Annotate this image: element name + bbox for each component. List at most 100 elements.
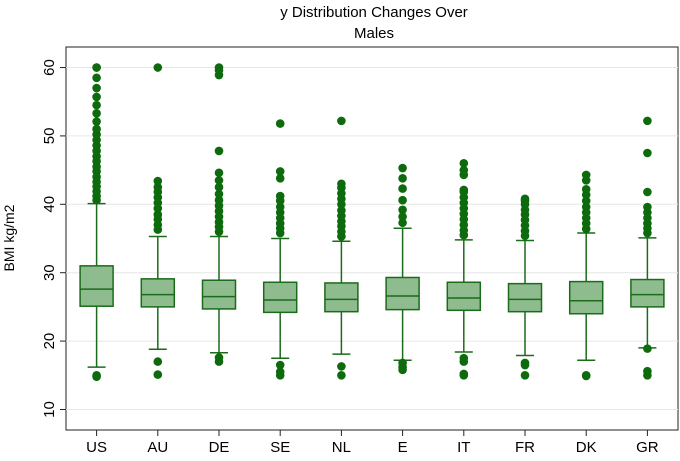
outlier-point-nl-13 — [337, 370, 346, 380]
plot-frame — [65, 46, 679, 431]
outlier-point-gr-8 — [643, 116, 652, 126]
outlier-point-gr-6 — [643, 187, 652, 197]
outlier-point-au-3 — [153, 210, 163, 219]
outlier-point-us-20 — [92, 73, 101, 83]
outlier-point-de-9 — [214, 176, 224, 185]
outlier-point-us-18 — [92, 92, 101, 102]
outlier-point-gr-11 — [643, 370, 652, 380]
outlier-point-se-10 — [275, 119, 285, 128]
outlier-point-e-5 — [398, 174, 407, 183]
box-group-gr — [630, 116, 665, 380]
ytick-label-30: 30 — [41, 264, 58, 281]
outlier-point-e-4 — [398, 184, 407, 193]
outlier-point-de-16 — [214, 357, 224, 366]
outlier-point-us-16 — [92, 109, 101, 118]
x-axis-ticks: US AU DE SE NL E IT FR DK GR — [86, 430, 659, 456]
chart-subtitle: Males — [354, 25, 394, 42]
ytick-label-50: 50 — [41, 128, 58, 145]
outlier-point-it-14 — [459, 357, 469, 366]
outlier-point-de-8 — [214, 182, 224, 192]
xtick-label-it: IT — [457, 439, 470, 456]
outlier-point-dk-4 — [581, 202, 591, 212]
box-group-fr — [507, 194, 543, 380]
box-iqr-nl — [324, 282, 359, 313]
outlier-point-fr-11 — [520, 370, 530, 380]
xtick-label-se: SE — [270, 439, 290, 456]
outlier-point-it-16 — [459, 370, 469, 380]
box-iqr-us — [79, 265, 114, 307]
y-axis-label: BMI kg/m2 — [1, 204, 17, 271]
outlier-point-fr-8 — [520, 194, 530, 204]
box-group-e — [385, 163, 420, 375]
outlier-point-de-14 — [214, 63, 224, 72]
outlier-point-gr-5 — [643, 202, 652, 212]
boxes — [79, 63, 665, 381]
ytick-label-10: 10 — [41, 401, 58, 418]
y-axis-ticks: 10 20 30 40 50 60 — [41, 59, 66, 418]
box-iqr-se — [262, 281, 298, 314]
xtick-label-gr: GR — [636, 439, 659, 456]
outlier-point-se-13 — [275, 370, 285, 380]
outlier-point-se-5 — [275, 202, 285, 212]
outlier-point-us-15 — [92, 117, 101, 126]
outlier-point-de-10 — [214, 168, 224, 178]
box-iqr-gr — [630, 278, 665, 308]
xtick-label-nl: NL — [332, 439, 351, 456]
outlier-point-nl-10 — [337, 179, 346, 189]
outlier-point-e-3 — [398, 195, 407, 205]
box-iqr-dk — [568, 280, 604, 315]
outlier-point-e-0 — [398, 218, 407, 228]
xtick-label-fr: FR — [515, 439, 535, 456]
outlier-point-au-10 — [153, 63, 163, 72]
ytick-label-20: 20 — [41, 333, 58, 350]
outlier-point-it-11 — [459, 165, 469, 175]
outlier-point-gr-7 — [643, 148, 652, 158]
outlier-point-e-9 — [398, 365, 407, 375]
outlier-point-se-8 — [275, 174, 285, 183]
outlier-point-de-7 — [214, 189, 224, 199]
outlier-point-de-11 — [214, 146, 224, 156]
outlier-point-it-12 — [459, 158, 469, 168]
outlier-point-nl-12 — [337, 362, 346, 371]
box-iqr-de — [201, 279, 237, 310]
outlier-point-au-8 — [153, 182, 163, 192]
outlier-point-se-9 — [275, 167, 285, 176]
outlier-point-se-11 — [275, 360, 285, 370]
box-iqr-fr — [507, 282, 543, 313]
box-group-de — [201, 63, 237, 366]
box-group-dk — [568, 170, 604, 381]
box-group-au — [140, 63, 176, 379]
box-group-it — [446, 158, 482, 380]
ytick-label-60: 60 — [41, 59, 58, 76]
outlier-point-us-17 — [92, 100, 101, 110]
outlier-point-dk-11 — [581, 371, 591, 381]
box-iqr-au — [140, 278, 176, 308]
outlier-point-au-12 — [153, 370, 163, 379]
outlier-point-us-22 — [92, 63, 101, 72]
box-iqr-e — [385, 276, 420, 311]
grid — [66, 67, 678, 410]
outlier-point-fr-10 — [520, 360, 530, 370]
outlier-point-it-9 — [459, 185, 469, 195]
outlier-point-us-14 — [92, 124, 101, 134]
ytick-label-40: 40 — [41, 196, 58, 213]
outlier-point-gr-9 — [643, 344, 652, 353]
outlier-point-au-9 — [153, 176, 163, 186]
xtick-label-dk: DK — [576, 439, 597, 456]
outlier-point-se-7 — [275, 191, 285, 201]
xtick-label-de: DE — [209, 439, 230, 456]
box-iqr-it — [446, 281, 482, 312]
outlier-point-e-1 — [398, 212, 407, 221]
outlier-point-au-11 — [153, 357, 163, 366]
outlier-point-e-6 — [398, 163, 407, 173]
chart-title: y Distribution Changes Over — [280, 4, 468, 21]
outlier-point-us-24 — [92, 372, 101, 381]
outlier-point-dk-5 — [581, 196, 591, 206]
box-group-nl — [324, 116, 359, 380]
outlier-point-nl-11 — [337, 116, 346, 126]
box-group-se — [262, 119, 298, 380]
outlier-point-e-2 — [398, 205, 407, 215]
outlier-point-dk-9 — [581, 170, 591, 180]
